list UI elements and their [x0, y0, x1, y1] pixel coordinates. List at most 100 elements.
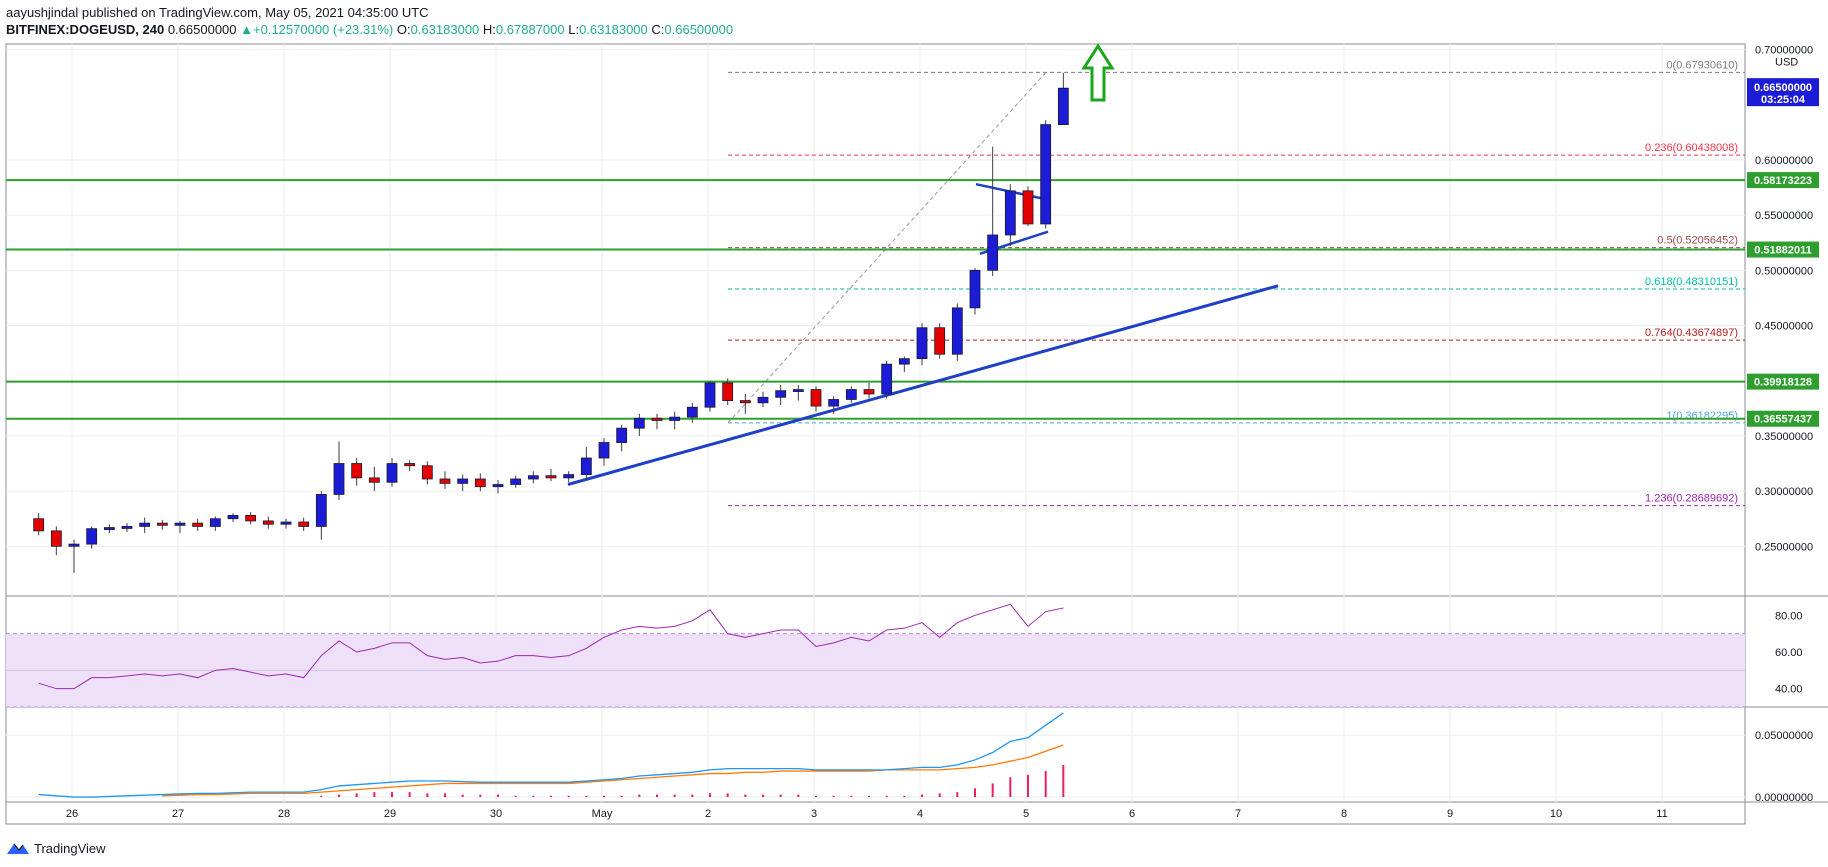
y-tick-label: 0.60000000: [1755, 155, 1813, 167]
y-tick-label: 0.45000000: [1755, 321, 1813, 333]
candle-body: [474, 478, 486, 488]
candle-body: [545, 475, 557, 479]
fib-level-label: 0.618(0.48310151): [1645, 276, 1738, 288]
fib-level-label: 1.236(0.28689692): [1645, 493, 1738, 505]
candle-body: [1057, 87, 1069, 125]
candle-body: [686, 406, 698, 418]
candle-body: [86, 528, 98, 545]
close-label: C:: [651, 22, 665, 37]
candle-body: [351, 463, 363, 479]
indicator-tick-label: 0.05000000: [1755, 730, 1813, 742]
author-link[interactable]: aayushjindal: [6, 5, 79, 20]
change-arrow-icon: ▲: [240, 22, 254, 37]
x-tick-label: 3: [811, 808, 817, 820]
candle-body: [492, 484, 504, 488]
rsi-tick-label: 40.00: [1775, 684, 1803, 696]
y-tick-label: 0.70000000: [1755, 45, 1813, 57]
candle-body: [121, 526, 133, 529]
fib-level-label: 0(0.67930610): [1666, 59, 1738, 71]
fib-level-label: 0.764(0.43674897): [1645, 327, 1738, 339]
ohlc-line: BITFINEX:DOGEUSD, 240 0.66500000 ▲+0.125…: [6, 21, 733, 38]
last-price-countdown: 03:25:04: [1761, 94, 1806, 106]
last-value: 0.66500000: [167, 22, 237, 37]
candle-body: [50, 530, 62, 547]
support-level-tag-label: 0.58173223: [1754, 175, 1812, 187]
candle-body: [598, 442, 610, 459]
candle-body: [775, 390, 787, 398]
candle-body: [810, 389, 822, 407]
candle-body: [156, 522, 168, 526]
candle-body: [280, 521, 292, 525]
candle-body: [245, 515, 257, 522]
candle-body: [368, 477, 380, 483]
candle-body: [262, 520, 274, 525]
candle-body: [68, 543, 80, 547]
candle-body: [563, 474, 575, 479]
last-price-tag: [1747, 78, 1819, 107]
x-tick-label: 11: [1656, 808, 1667, 820]
y-tick-label: 0.30000000: [1755, 486, 1813, 498]
support-level-tag: [1747, 373, 1819, 390]
support-level-tag-label: 0.36557437: [1754, 414, 1812, 426]
last-price-tag-label: 0.66500000: [1754, 82, 1812, 94]
currency-label: USD: [1775, 57, 1798, 69]
x-tick-label: May: [592, 808, 613, 820]
published-text: published on TradingView.com, May 05, 20…: [78, 5, 429, 20]
high-label: H:: [482, 22, 496, 37]
candle-body: [987, 234, 999, 271]
bullish-arrow-icon: [1081, 43, 1115, 102]
candle-body: [174, 522, 186, 526]
candle-body: [298, 521, 310, 527]
candle-body: [580, 457, 592, 475]
brand-name: TradingView: [34, 840, 106, 856]
candle-body: [951, 307, 963, 355]
candle-body: [881, 363, 893, 395]
support-level-tag-label: 0.39918128: [1754, 377, 1812, 389]
candle-body: [898, 358, 910, 365]
x-tick-label: 26: [66, 808, 78, 820]
x-tick-label: 8: [1341, 808, 1347, 820]
candle-body: [651, 417, 663, 421]
low-value: 0.63183000: [579, 22, 648, 37]
x-tick-label: 4: [917, 808, 923, 820]
candle-body: [227, 515, 239, 520]
x-tick-label: 5: [1023, 808, 1029, 820]
candle-body: [1022, 190, 1034, 225]
candle-body: [969, 269, 981, 309]
candle-body: [739, 400, 751, 404]
x-tick-label: 30: [490, 808, 502, 820]
support-level-tag: [1747, 410, 1819, 427]
fib-trend-diagonal: [727, 72, 1047, 424]
candle-body: [1040, 124, 1052, 225]
candle-body: [916, 327, 928, 360]
rising-trendline: [567, 284, 1279, 486]
x-tick-label: 28: [278, 808, 290, 820]
support-level-tag: [1747, 172, 1819, 189]
fib-level-label: 1(0.36182295): [1666, 410, 1738, 422]
x-tick-label: 10: [1550, 808, 1562, 820]
open-label: O:: [396, 22, 411, 37]
y-tick-label: 0.35000000: [1755, 431, 1813, 443]
candle-body: [792, 389, 804, 392]
low-label: L:: [568, 22, 580, 37]
candle-body: [439, 478, 451, 484]
fib-level-label: 0.236(0.60438008): [1645, 142, 1738, 154]
candle-body: [722, 382, 734, 401]
candle-body: [33, 518, 45, 532]
open-value: 0.63183000: [410, 22, 480, 37]
candle-body: [845, 389, 857, 400]
candle-body: [527, 475, 539, 480]
candle-body: [421, 465, 433, 480]
candle-body: [934, 327, 946, 355]
publication-line: aayushjindal published on TradingView.co…: [6, 4, 733, 21]
rsi-tick-label: 80.00: [1775, 610, 1803, 622]
x-tick-label: 27: [172, 808, 184, 820]
x-tick-label: 6: [1129, 808, 1135, 820]
candle-body: [1004, 190, 1016, 236]
indicator-fast-line: [38, 712, 1064, 798]
symbol-label: BITFINEX:DOGEUSD, 240: [6, 22, 165, 37]
candle-body: [103, 527, 115, 530]
fib-level-label: 0.5(0.52056452): [1657, 235, 1738, 247]
candle-body: [510, 478, 522, 485]
